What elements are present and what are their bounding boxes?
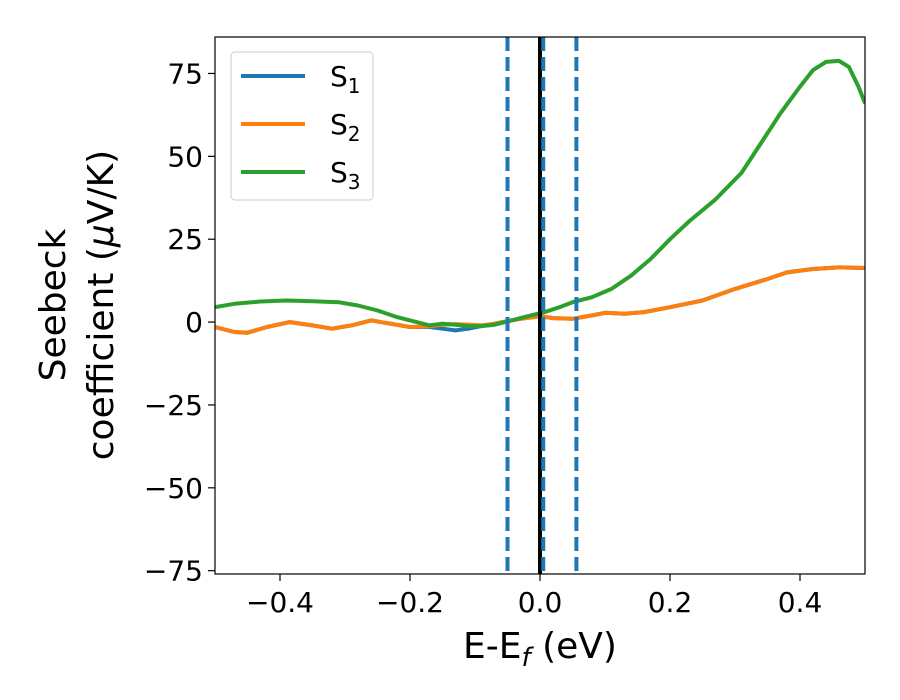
x-tick-label: 0.0 xyxy=(518,586,563,619)
legend-label-s1: S1 xyxy=(330,60,361,98)
series-line-s3 xyxy=(215,58,865,329)
y-tick-label: 0 xyxy=(185,306,203,339)
legend: S1 S2 S3 xyxy=(230,51,374,201)
x-tick-label: −0.2 xyxy=(376,586,444,619)
y-tick-label: 25 xyxy=(167,223,203,256)
y-axis-title-pre: coefficient ( xyxy=(81,247,122,460)
x-axis-title-tail: (eV) xyxy=(531,626,617,667)
y-axis-title-mu: μ xyxy=(81,224,122,248)
y-axis-title-post: V/K) xyxy=(81,150,122,224)
y-axis-title: Seebeck coefficient (μV/K) xyxy=(33,150,122,460)
y-axis-title-line2: coefficient (μV/K) xyxy=(81,150,122,460)
x-axis-ticks: −0.4 −0.2 0.0 0.2 0.4 xyxy=(246,574,822,619)
y-tick-label: 75 xyxy=(167,57,203,90)
x-tick-label: 0.4 xyxy=(778,586,823,619)
y-tick-label: −50 xyxy=(144,472,203,505)
x-axis-title-main: E-E xyxy=(463,626,521,667)
vertical-lines xyxy=(505,37,579,574)
legend-label-s2: S2 xyxy=(330,108,361,146)
y-axis-title-line1: Seebeck xyxy=(33,228,74,381)
y-tick-label: −75 xyxy=(144,555,203,588)
y-tick-label: 50 xyxy=(167,140,203,173)
y-axis-ticks: −75 −50 −25 0 25 50 75 xyxy=(144,57,215,588)
legend-label-s3: S3 xyxy=(330,156,361,194)
x-axis-title: E-Ef (eV) xyxy=(463,626,617,673)
x-tick-label: 0.2 xyxy=(648,586,693,619)
y-tick-label: −25 xyxy=(144,389,203,422)
x-tick-label: −0.4 xyxy=(246,586,314,619)
